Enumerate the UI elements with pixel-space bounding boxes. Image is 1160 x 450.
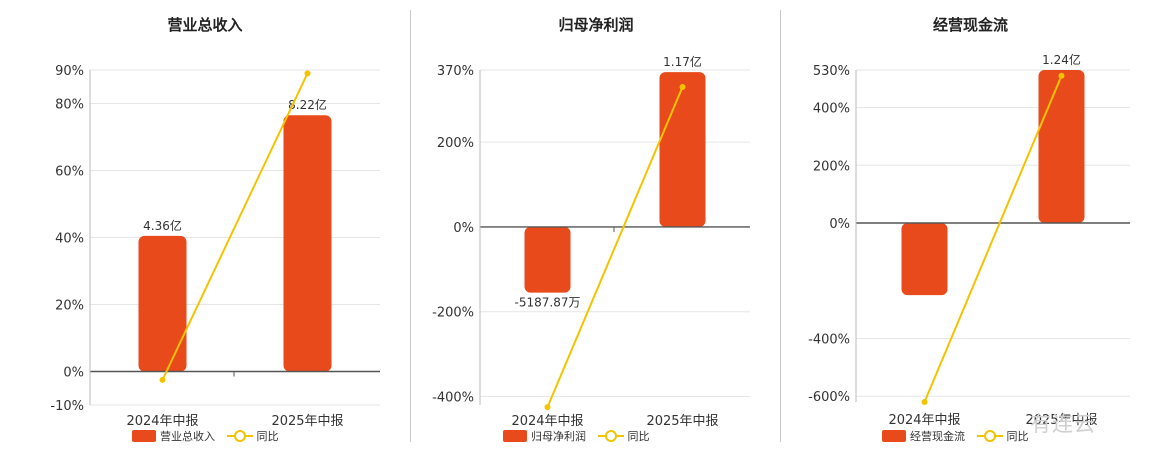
y-tick-label: -10% (50, 399, 84, 414)
legend-line-swatch (976, 430, 1003, 442)
chart-panel-cash-flow: 经营现金流 530% 400% 200% 0% -400% -600% 1.24亿 2024年… (781, 0, 1160, 450)
y-tick-label: 200% (813, 159, 850, 174)
chart-panel-revenue: 营业总收入 90% 80% 60% 40% 20% 0% -10% 4.36亿 8.22亿 202… (0, 0, 410, 450)
bar (659, 72, 706, 227)
yoy-point (1058, 72, 1065, 79)
bar (901, 223, 948, 296)
legend: 营业总收入 同比 (132, 428, 287, 444)
y-tick-label: 0% (829, 217, 850, 232)
legend-line-swatch (226, 430, 253, 442)
bar-value-label: 8.22亿 (288, 97, 327, 112)
legend-item-bar[interactable]: 归母净利润 (503, 428, 586, 444)
legend-item-line[interactable]: 同比 (976, 428, 1029, 444)
y-tick-label: 0% (453, 221, 474, 236)
legend-bar-swatch (132, 430, 156, 442)
legend-line-label: 同比 (1006, 430, 1029, 443)
yoy-line (161, 72, 309, 381)
yoy-point (159, 376, 166, 383)
x-tick-label: 2025年中报 (646, 414, 718, 429)
bar-value-label: -5187.87万 (515, 296, 581, 310)
bar (283, 115, 332, 372)
yoy-line (923, 75, 1063, 403)
x-tick-label: 2025年中报 (271, 414, 343, 429)
legend-bar-label: 经营现金流 (910, 430, 965, 443)
panel-divider (410, 10, 411, 442)
legend-bar-swatch (503, 430, 527, 442)
legend-line-label: 同比 (627, 430, 650, 443)
bar-value-label: 1.24亿 (1042, 52, 1081, 67)
y-tick-label: 90% (55, 64, 84, 79)
chart-panel-net-profit: 归母净利润 370% 200% 0% -200% -400% -5187.87万 1.17亿… (411, 0, 781, 450)
x-tick-label: 2024年中报 (511, 414, 583, 429)
y-tick-label: 370% (437, 64, 474, 79)
legend: 归母净利润 同比 (503, 428, 658, 444)
legend-item-bar[interactable]: 营业总收入 (132, 428, 215, 444)
x-tick-label: 2024年中报 (888, 413, 960, 428)
chart-plot: 90% 80% 60% 40% 20% 0% -10% 4.36亿 8.22亿 2024年中报 20… (50, 64, 380, 429)
bar (1038, 70, 1085, 224)
y-tick-label: 20% (55, 299, 84, 314)
bar (524, 226, 571, 293)
y-tick-label: 530% (813, 64, 850, 79)
yoy-point (921, 399, 928, 405)
y-tick-label: -600% (808, 390, 850, 405)
legend-bar-swatch (882, 430, 906, 442)
y-tick-label: 80% (55, 98, 84, 113)
x-tick-label: 2025年中报 (1025, 413, 1097, 428)
yoy-point (304, 70, 311, 77)
legend-bar-label: 归母净利润 (531, 430, 586, 443)
y-tick-label: 200% (437, 136, 474, 151)
chart-title: 经营现金流 (932, 16, 1008, 34)
chart-plot: 370% 200% 0% -200% -400% -5187.87万 1.17亿 2024年中… (432, 54, 750, 429)
legend-item-line[interactable]: 同比 (597, 428, 650, 444)
y-tick-label: -400% (432, 391, 474, 406)
y-tick-label: -400% (808, 332, 850, 347)
bar-value-label: 1.17亿 (663, 54, 702, 69)
legend-line-label: 同比 (256, 430, 279, 443)
chart-title: 归母净利润 (558, 16, 634, 34)
y-tick-label: 40% (55, 232, 84, 247)
y-tick-label: 400% (813, 102, 850, 117)
panel-divider (780, 10, 781, 442)
x-tick-label: 2024年中报 (126, 414, 198, 429)
watermark: 有连云 (1030, 412, 1096, 436)
y-tick-label: 0% (63, 366, 84, 381)
chart-plot: 530% 400% 200% 0% -400% -600% 1.24亿 2024年中报 2025… (808, 52, 1130, 428)
yoy-point (544, 404, 551, 411)
legend-item-line[interactable]: 同比 (226, 428, 279, 444)
bar (138, 235, 187, 372)
yoy-point (679, 83, 686, 90)
y-tick-label: -200% (432, 306, 474, 321)
legend-item-bar[interactable]: 经营现金流 (882, 428, 965, 444)
yoy-line (546, 86, 684, 408)
y-tick-label: 60% (55, 165, 84, 180)
legend-bar-label: 营业总收入 (160, 430, 215, 443)
legend-line-swatch (597, 430, 624, 442)
chart-title: 营业总收入 (167, 16, 243, 34)
bar-value-label: 4.36亿 (143, 218, 182, 233)
legend: 经营现金流 同比 (882, 428, 1037, 444)
